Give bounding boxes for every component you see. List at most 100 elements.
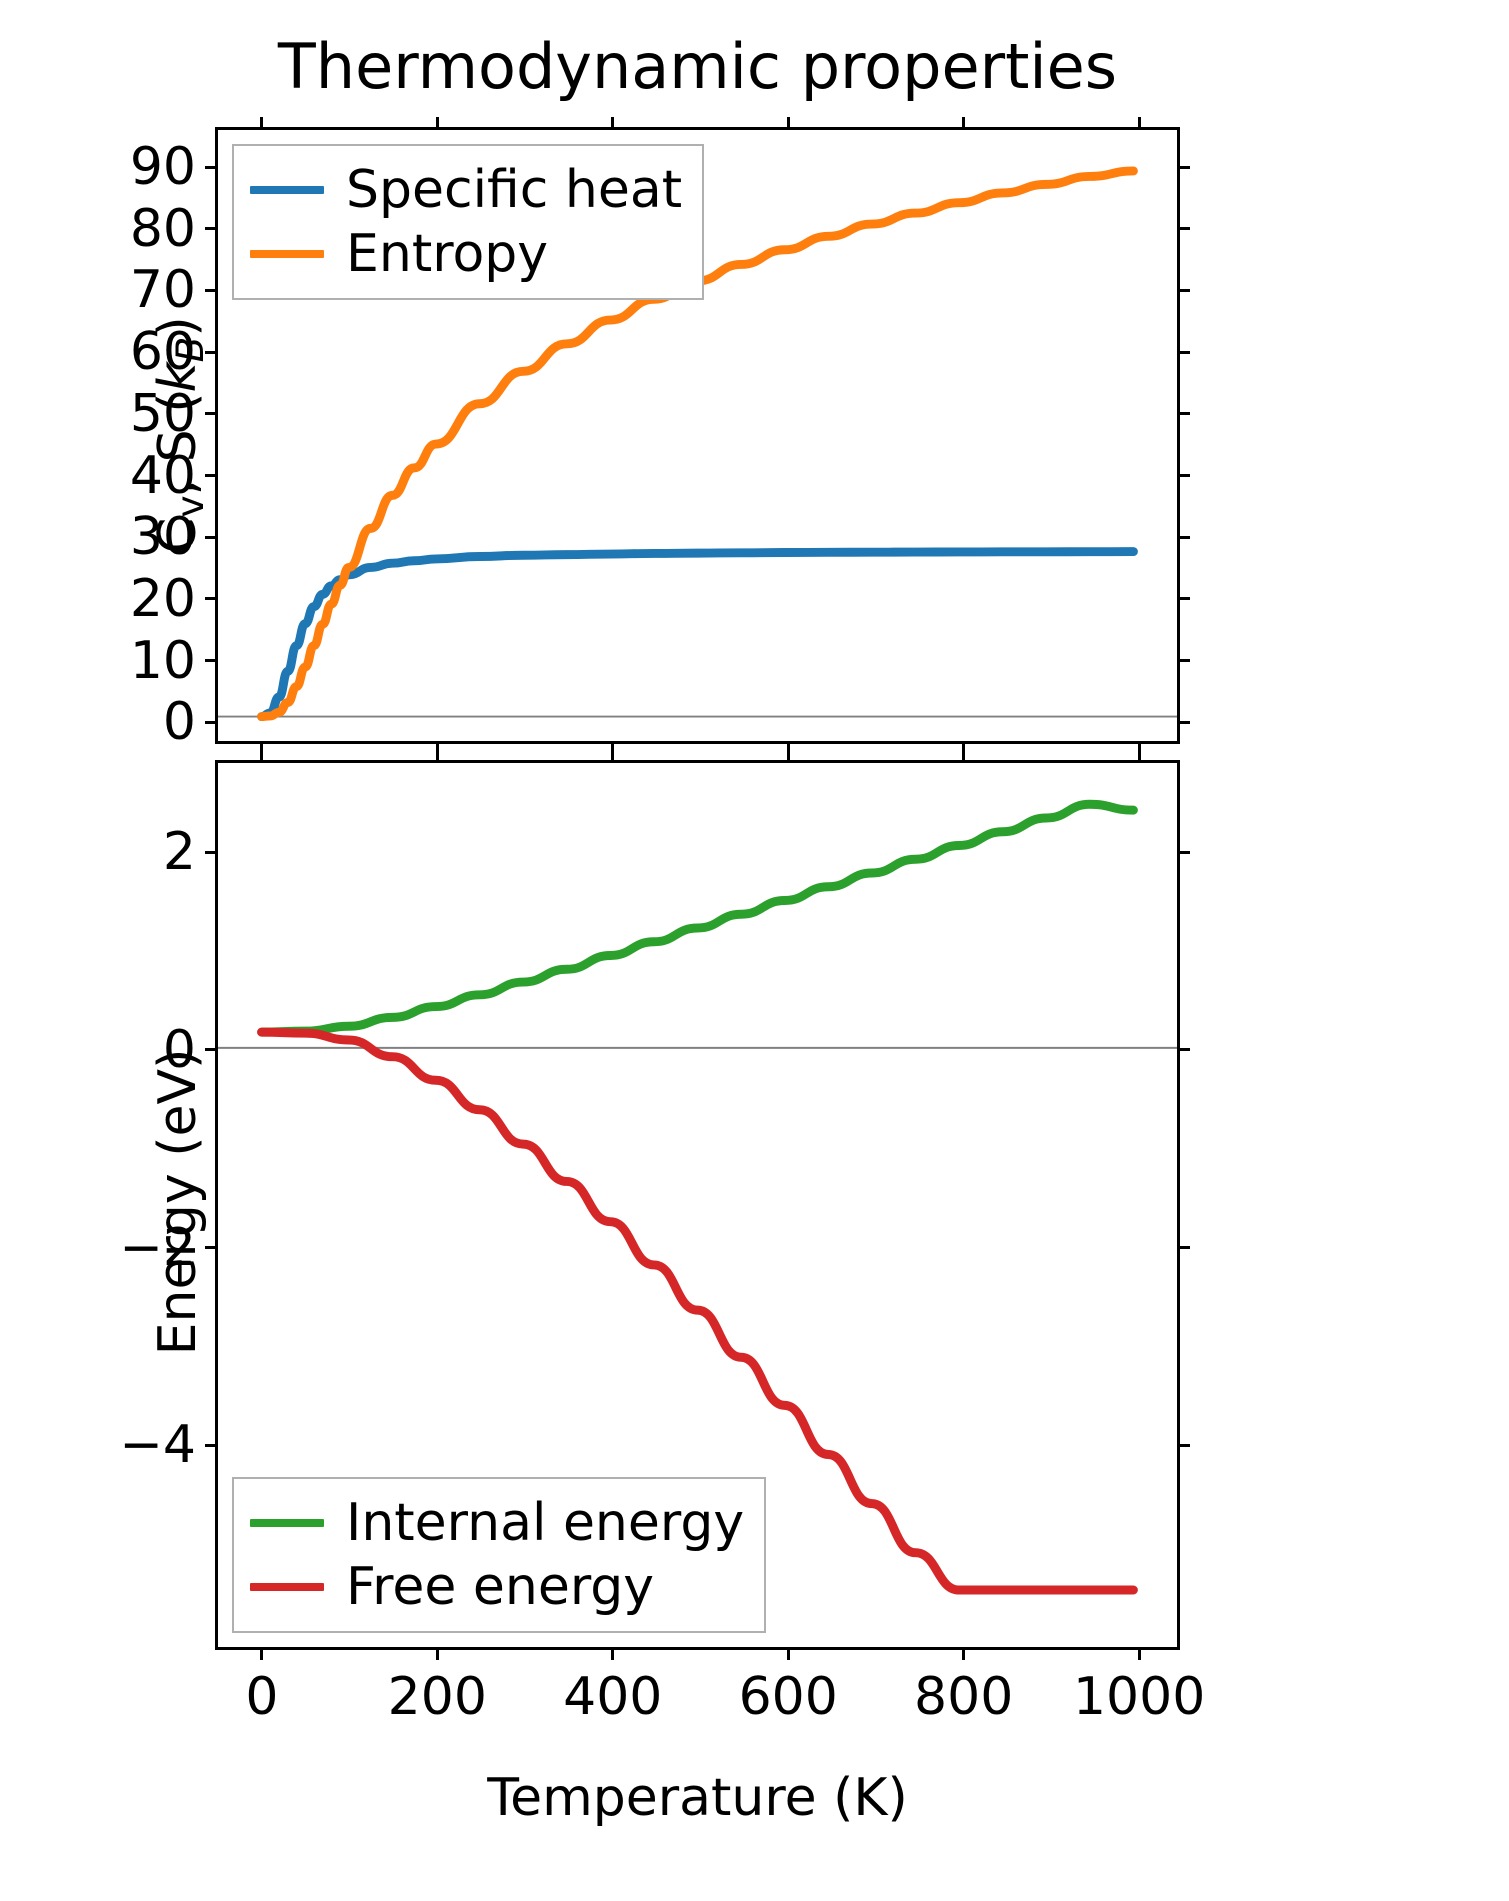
yticklabel-top-50: 50 xyxy=(129,383,196,444)
yticklabel-top-90: 90 xyxy=(129,137,196,198)
ylabel-kb-sub: B xyxy=(168,336,213,362)
yticklabel-bottom-−4: −4 xyxy=(119,1415,196,1476)
xtick-top-bottom-1000 xyxy=(1137,750,1141,763)
ytick-right-top-50 xyxy=(1177,412,1190,416)
xtick-top-bottom-800 xyxy=(962,750,966,763)
yticklabel-bottom-0: 0 xyxy=(162,1019,196,1080)
yticklabel-top-0: 0 xyxy=(162,692,196,753)
xtick-top-top-400 xyxy=(611,117,615,130)
top-panel-ylabel: Cv, S (kB) xyxy=(148,155,212,715)
entropy-curve xyxy=(257,166,1138,722)
ytick-right-top-90 xyxy=(1177,165,1190,169)
xtick-bottom-0 xyxy=(260,1647,264,1660)
xtick-top-200 xyxy=(435,741,439,754)
xticklabel-400: 400 xyxy=(563,1667,663,1727)
xtick-top-1000 xyxy=(1137,741,1141,754)
ytick-top-80 xyxy=(205,227,218,231)
ylabel-mid: , S ( xyxy=(147,391,208,495)
xtick-top-bottom-200 xyxy=(435,750,439,763)
free-energy-curve xyxy=(257,1027,1138,1595)
ytick-top-40 xyxy=(205,474,218,478)
xtick-top-top-200 xyxy=(435,117,439,130)
legend-line-icon-entropy xyxy=(250,250,324,258)
ytick-top-10 xyxy=(205,659,218,663)
top-panel-plot-area xyxy=(218,130,1177,741)
yticklabel-bottom-−2: −2 xyxy=(119,1217,196,1278)
xtick-top-400 xyxy=(611,741,615,754)
ytick-bottom-2 xyxy=(205,850,218,854)
ytick-right-top-10 xyxy=(1177,659,1190,663)
ytick-top-0 xyxy=(205,720,218,724)
xtick-top-bottom-600 xyxy=(786,750,790,763)
ytick-right-top-30 xyxy=(1177,535,1190,539)
xticklabel-800: 800 xyxy=(914,1667,1014,1727)
yticklabel-top-20: 20 xyxy=(129,568,196,629)
top-panel-legend[interactable]: Specific heat Entropy xyxy=(232,144,705,300)
bottom-panel-axes: 2 0 −2 −4 0 200 400 600 800 1000 Energy (eV) Int… xyxy=(119,750,1205,1727)
ytick-top-30 xyxy=(205,535,218,539)
yticklabel-top-80: 80 xyxy=(129,198,196,259)
internal-energy-curve xyxy=(257,799,1138,1037)
ytick-right-top-70 xyxy=(1177,288,1190,292)
xticklabel-600: 600 xyxy=(738,1667,838,1727)
legend-item-entropy[interactable]: Entropy xyxy=(250,222,682,286)
ylabel-cv-c: C xyxy=(147,517,208,554)
legend-line-icon-free-energy xyxy=(250,1583,324,1591)
legend-line-icon-specific-heat xyxy=(250,186,324,194)
ytick-right-bottom-0 xyxy=(1177,1048,1190,1052)
ytick-bottom-0 xyxy=(205,1048,218,1052)
xticklabel-0: 0 xyxy=(245,1667,279,1727)
bottom-panel-ylabel: Energy (eV) xyxy=(148,1048,208,1356)
ytick-bottom-−2 xyxy=(205,1246,218,1250)
legend-label: Specific heat xyxy=(346,160,683,220)
xaxis-label: Temperature (K) xyxy=(487,1768,908,1828)
legend-label: Entropy xyxy=(346,224,549,284)
legend-item-free-energy[interactable]: Free energy xyxy=(250,1555,744,1619)
top-panel-lines xyxy=(218,166,1177,722)
xticklabel-200: 200 xyxy=(387,1667,487,1727)
xtick-bottom-200 xyxy=(435,1647,439,1660)
xtick-top-0 xyxy=(260,741,264,754)
xtick-top-top-600 xyxy=(786,117,790,130)
yticklabel-top-40: 40 xyxy=(129,445,196,506)
ytick-right-bottom-−2 xyxy=(1177,1246,1190,1250)
yticklabel-top-60: 60 xyxy=(129,322,196,383)
ytick-top-50 xyxy=(205,412,218,416)
ytick-right-top-60 xyxy=(1177,350,1190,354)
xtick-bottom-1000 xyxy=(1137,1647,1141,1660)
top-panel-axes: 0 10 20 30 40 50 60 70 80 90 Cv, S (kB) Specific … xyxy=(130,117,1190,754)
xtick-top-800 xyxy=(962,741,966,754)
xtick-bottom-400 xyxy=(611,1647,615,1660)
ytick-right-top-20 xyxy=(1177,597,1190,601)
specific-heat-curve xyxy=(257,547,1138,722)
ytick-right-top-80 xyxy=(1177,227,1190,231)
bottom-panel-plot-area xyxy=(218,763,1177,1647)
ylabel-kb-k: k xyxy=(147,361,208,392)
ytick-right-top-0 xyxy=(1177,720,1190,724)
xtick-top-600 xyxy=(786,741,790,754)
ytick-right-bottom-−4 xyxy=(1177,1443,1190,1447)
bottom-panel-lines xyxy=(218,799,1177,1595)
ytick-top-20 xyxy=(205,597,218,601)
legend-item-internal-energy[interactable]: Internal energy xyxy=(250,1491,744,1555)
legend-item-specific-heat[interactable]: Specific heat xyxy=(250,158,682,222)
ytick-top-90 xyxy=(205,165,218,169)
xtick-top-bottom-400 xyxy=(611,750,615,763)
xticklabel-1000: 1000 xyxy=(1072,1667,1206,1727)
xtick-top-top-800 xyxy=(962,117,966,130)
legend-line-icon-internal-energy xyxy=(250,1519,324,1527)
xtick-bottom-600 xyxy=(786,1647,790,1660)
ytick-bottom-−4 xyxy=(205,1443,218,1447)
xtick-top-top-1000 xyxy=(1137,117,1141,130)
yticklabel-top-70: 70 xyxy=(129,260,196,321)
legend-label: Free energy xyxy=(346,1557,655,1617)
yticklabel-top-10: 10 xyxy=(129,630,196,691)
xtick-bottom-800 xyxy=(962,1647,966,1660)
figure-title: Thermodynamic properties xyxy=(277,30,1118,103)
ytick-right-top-40 xyxy=(1177,474,1190,478)
ytick-right-bottom-2 xyxy=(1177,850,1190,854)
ytick-top-60 xyxy=(205,350,218,354)
bottom-panel-legend[interactable]: Internal energy Free energy xyxy=(232,1477,767,1633)
xtick-top-top-0 xyxy=(260,117,264,130)
yticklabel-top-30: 30 xyxy=(129,507,196,568)
